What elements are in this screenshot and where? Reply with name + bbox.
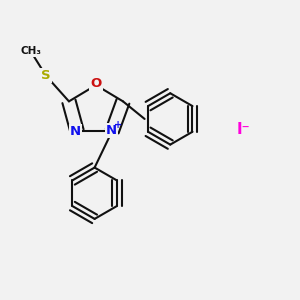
- Text: O: O: [90, 77, 102, 90]
- Text: N: N: [106, 124, 117, 137]
- Text: CH₃: CH₃: [21, 46, 42, 56]
- Text: N: N: [70, 124, 81, 138]
- Text: S: S: [41, 69, 51, 82]
- Text: +: +: [114, 120, 122, 130]
- Text: I⁻: I⁻: [236, 122, 250, 137]
